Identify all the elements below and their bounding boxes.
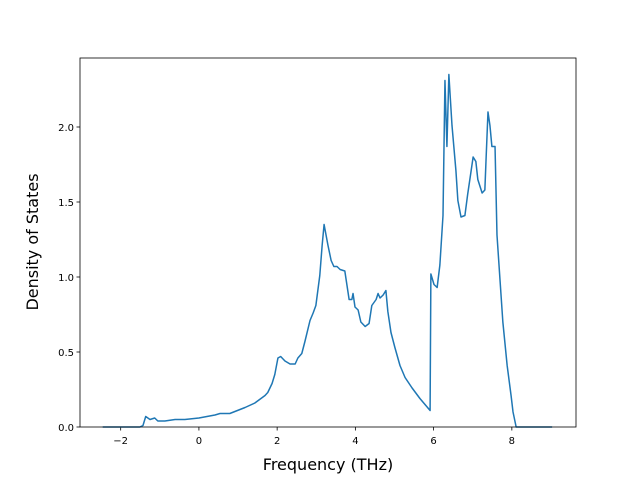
- y-tick-label: 2.0: [58, 123, 74, 134]
- y-tick-label: 0.0: [58, 423, 74, 434]
- y-tick-label: 1.5: [58, 198, 74, 209]
- x-tick-label: 6: [430, 436, 436, 447]
- y-tick-label: 0.5: [58, 348, 74, 359]
- x-tick-label: 2: [274, 436, 280, 447]
- x-tick-label: −2: [113, 436, 128, 447]
- y-tick-label: 1.0: [58, 273, 74, 284]
- x-tick-label: 4: [352, 436, 358, 447]
- x-tick-label: 0: [196, 436, 202, 447]
- plot-frame: [79, 57, 577, 428]
- y-axis-label: Density of States: [23, 173, 42, 310]
- x-tick-label: 8: [509, 436, 515, 447]
- x-axis-label: Frequency (THz): [263, 455, 393, 474]
- line-series: [102, 73, 553, 428]
